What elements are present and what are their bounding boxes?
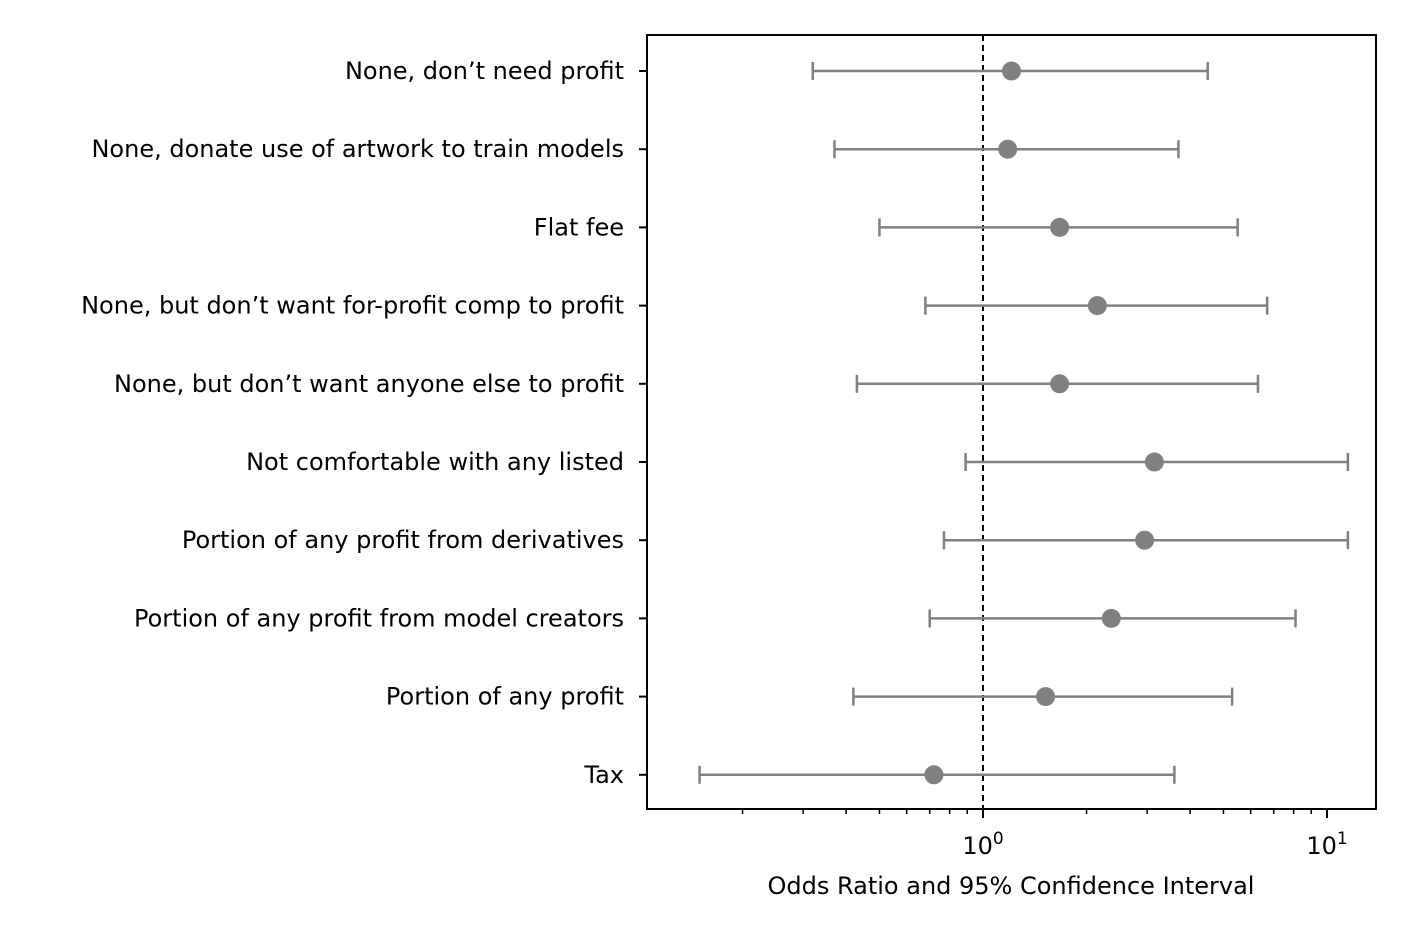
plot-area [698, 35, 1350, 809]
category-label: None, but don’t want anyone else to prof… [114, 370, 624, 398]
odds-ratio-point [1135, 530, 1155, 550]
odds-ratio-point [1144, 452, 1164, 472]
category-label: Portion of any profit [386, 683, 624, 711]
axis-ticks: None, don’t need profit None, donate use … [81, 57, 1348, 860]
plot-frame [646, 34, 1377, 810]
x-tick-label: 100 [962, 829, 1003, 860]
x-axis-title: Odds Ratio and 95% Confidence Interval [768, 872, 1255, 900]
category-label: Not comfortable with any listed [246, 448, 624, 476]
odds-ratio-point [924, 765, 944, 785]
odds-ratio-point [1050, 374, 1070, 394]
category-label: Tax [583, 761, 624, 789]
category-label: None, but don’t want for-profit comp to … [81, 292, 624, 320]
odds-ratio-point [1050, 217, 1070, 237]
category-label: None, don’t need profit [345, 57, 624, 85]
odds-ratio-point [1036, 687, 1056, 707]
x-tick-label: 101 [1306, 829, 1347, 860]
category-label: Portion of any profit from model creator… [134, 604, 624, 632]
odds-ratio-point [1001, 61, 1021, 81]
category-label: Portion of any profit from derivatives [182, 526, 624, 554]
odds-ratio-point [1087, 296, 1107, 316]
category-label: Flat fee [534, 213, 624, 241]
odds-ratio-point [998, 139, 1018, 159]
category-label: None, donate use of artwork to train mod… [91, 135, 624, 163]
odds-ratio-point [1101, 608, 1121, 628]
